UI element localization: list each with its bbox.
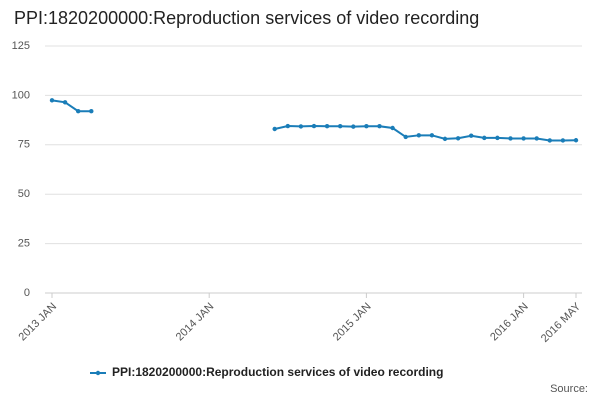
point	[573, 138, 579, 143]
point	[311, 123, 317, 129]
point	[442, 136, 448, 142]
point	[324, 124, 330, 129]
legend-marker	[95, 370, 101, 376]
x-tick-label: 2016 MAY	[539, 300, 584, 345]
y-tick-label: 0	[24, 287, 30, 299]
point	[377, 124, 382, 129]
point	[338, 124, 343, 129]
point	[521, 136, 526, 141]
point	[416, 133, 421, 138]
point	[547, 138, 552, 143]
point	[482, 135, 487, 141]
x-tick-label: 2013 JAN	[17, 301, 60, 344]
y-tick-label: 125	[12, 40, 30, 52]
y-tick-label: 75	[18, 139, 30, 151]
y-tick-label: 100	[12, 89, 30, 101]
point	[49, 98, 55, 103]
chart-title: PPI:1820200000:Reproduction services of …	[14, 8, 479, 28]
point	[351, 124, 356, 129]
x-tick-label: 2015 JAN	[331, 301, 374, 344]
point	[403, 134, 408, 140]
point	[508, 136, 513, 141]
point	[534, 136, 539, 141]
y-tick-label: 50	[18, 188, 30, 200]
point	[429, 133, 435, 138]
point	[298, 124, 304, 129]
point	[390, 125, 395, 131]
point	[560, 138, 566, 143]
point	[76, 109, 81, 114]
x-tick-label: 2014 JAN	[174, 301, 217, 344]
legend-label: PPI:1820200000:Reproduction services of …	[112, 365, 443, 379]
series-line	[51, 99, 92, 113]
point	[89, 109, 94, 114]
y-tick-label: 25	[18, 238, 30, 250]
point	[285, 123, 290, 129]
point	[495, 135, 500, 141]
source: Source:	[550, 383, 588, 395]
point	[469, 133, 474, 138]
point	[364, 124, 369, 129]
point	[455, 136, 461, 141]
series-line	[274, 125, 577, 142]
x-tick-label: 2016 JAN	[488, 301, 531, 344]
point	[62, 100, 68, 105]
point	[272, 126, 277, 132]
